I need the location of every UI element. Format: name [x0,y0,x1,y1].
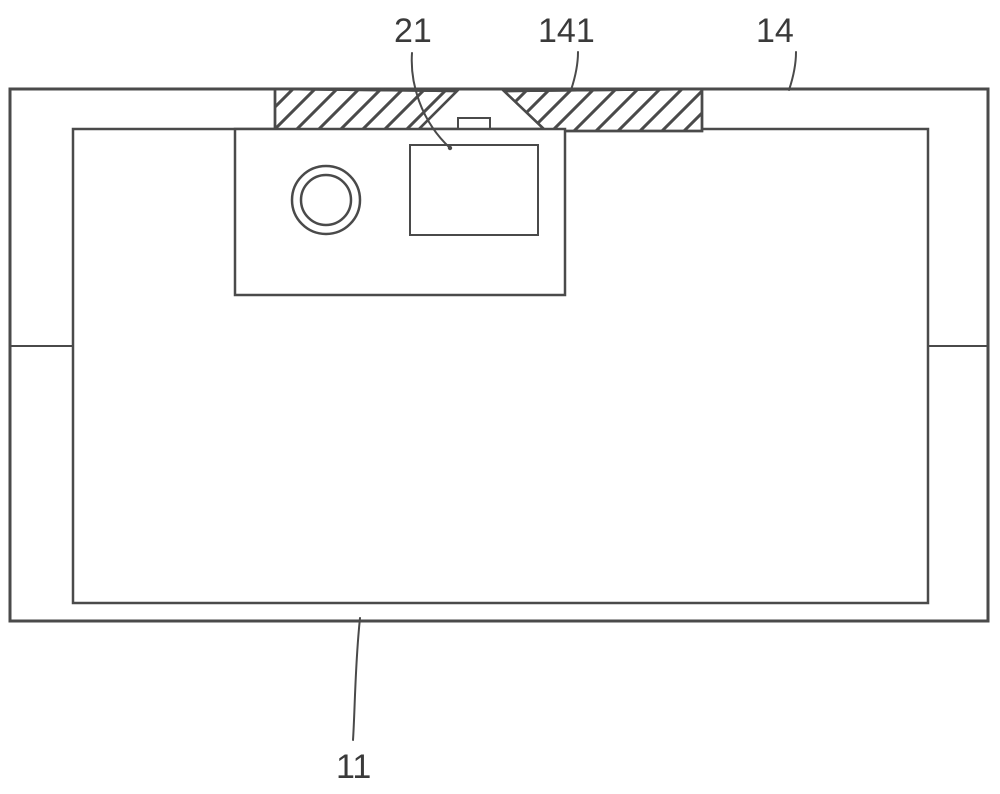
diagram-canvas: 21 141 14 11 [0,0,1000,794]
label-21: 21 [394,12,432,51]
diagram-svg [0,0,1000,794]
label-141: 141 [538,12,595,51]
label-14: 14 [756,12,794,51]
label-11: 11 [336,748,371,787]
